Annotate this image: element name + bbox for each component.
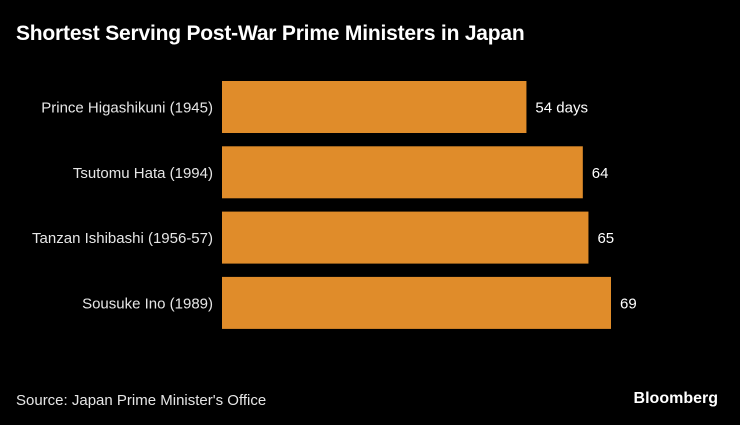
value-label: 65	[597, 230, 614, 247]
bars-layer: Prince Higashikuni (1945) 54 days Tsutomu …	[32, 81, 637, 329]
value-label: 69	[620, 295, 637, 312]
value-label: 54 days	[535, 100, 588, 117]
source-note: Source: Japan Prime Minister's Office	[16, 392, 267, 409]
bloomberg-logo: Bloomberg	[633, 390, 718, 407]
bar	[222, 276, 611, 329]
bar	[222, 81, 527, 133]
category-label: Sousuke Ino (1989)	[82, 295, 213, 312]
bar	[222, 211, 589, 264]
chart-title: Shortest Serving Post-War Prime Minister…	[16, 22, 525, 45]
category-label: Tsutomu Hata (1994)	[73, 165, 213, 182]
category-label: Tanzan Ishibashi (1956-57)	[32, 230, 213, 247]
value-label: 64	[592, 165, 609, 182]
bar	[222, 146, 583, 199]
category-label: Prince Higashikuni (1945)	[41, 100, 213, 117]
